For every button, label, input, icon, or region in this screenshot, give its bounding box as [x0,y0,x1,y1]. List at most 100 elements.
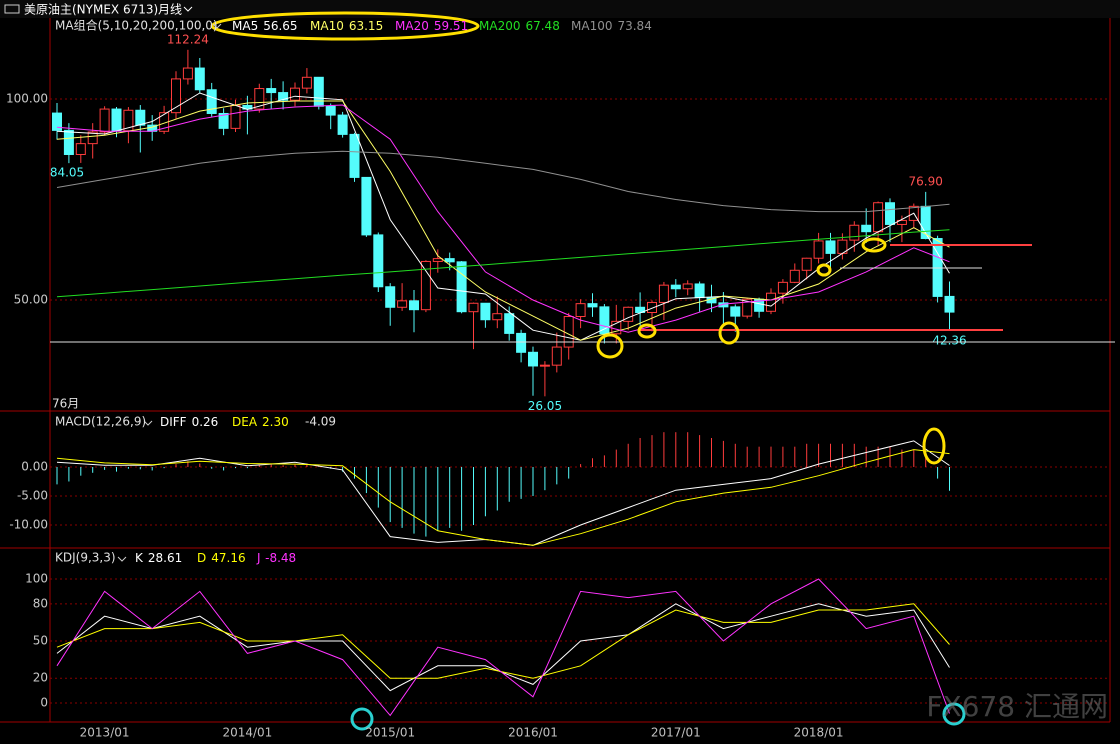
y-tick-label: 100 [25,572,48,586]
candle-body [63,129,74,155]
x-tick-label: 2014/01 [222,726,272,740]
highlight [718,321,740,345]
ma-line [56,229,950,298]
legend-name: DEA [232,415,258,429]
legend-entry: DIFF 0.26 [160,415,218,429]
y-tick-label: 50.00 [14,293,48,307]
highlight [942,702,966,726]
ma-line [56,150,950,213]
candle-body [766,292,776,312]
panel-title: MA组合(5,10,20,200,100,0) [55,18,218,33]
candle-body [325,105,336,116]
dropdown[interactable] [183,6,193,12]
dropdown[interactable] [143,420,153,426]
y-tick-label: 100.00 [6,92,48,106]
legend-entry: MA200 67.48 [479,19,560,33]
high-label: 112.24 [167,32,209,46]
ma-line [56,104,950,333]
y-tick-label: 80 [33,596,48,610]
symbol[interactable]: 美原油主(NYMEX 6713) [24,3,158,17]
candle-body [290,87,300,101]
candle-body [313,76,324,107]
y-tick-label: 0 [40,696,48,710]
candle-body [587,303,598,308]
drawings [50,11,1115,731]
legend-entry: K 28.61 [135,551,182,565]
y-tick-label: 50 [33,634,48,648]
candle-body [373,234,384,288]
legend-entry: MA10 63.15 [310,19,383,33]
candle-body [75,143,86,155]
candle-body [777,281,788,294]
candle-body [813,240,824,259]
legend-value: 63.15 [349,19,383,33]
legend-value: 47.16 [211,551,245,565]
legend-name: K [135,551,144,565]
y-tick-label: 0.00 [21,459,48,473]
candle-body [171,78,181,114]
toolbar-icon[interactable] [4,4,20,14]
candle-body [278,92,289,101]
candle-body [480,302,491,321]
candle-body [361,176,372,236]
candle-body [230,104,241,129]
candle-body [516,332,527,353]
ma-line [56,603,950,692]
legend-name: D [197,551,206,565]
candle-body [266,88,277,94]
candle-body [432,258,443,262]
candle-body [623,306,634,322]
legend-entry: MA100 73.84 [571,19,652,33]
legend-name: MA20 [395,19,429,33]
candle-body [468,302,479,313]
legend-value: 56.65 [263,19,297,33]
y-tick-label: 20 [33,671,48,685]
legend-value: -8.48 [265,551,296,565]
candle-body [718,302,729,308]
legend-entry: MA5 56.65 [232,19,298,33]
period[interactable]: 月线 [158,3,182,17]
legend-entry: D 47.16 [197,551,246,565]
low-label: 42.36 [932,333,966,347]
candle-body [528,351,538,367]
candle-body [444,258,455,263]
candle-body [944,295,955,313]
candle-body [932,238,943,297]
candle-body [397,300,408,308]
highlight [861,237,887,253]
highlight [350,707,374,731]
legend-name: MA5 [232,19,258,33]
y-tick-label: -5.00 [17,488,48,502]
ma-line [56,603,950,679]
dropdown[interactable] [117,556,127,562]
legend-name: MA100 [571,19,612,33]
candle-body [337,114,348,135]
candle-body [658,284,669,303]
x-tick-label: 2015/01 [365,726,415,740]
x-tick-label: 2013/01 [80,726,130,740]
candle-body [456,261,467,313]
candle-body [825,240,836,254]
candle-body [420,260,431,311]
highlight [210,11,480,41]
ma-line [56,92,950,341]
candle-body [670,284,681,290]
ma-line [56,100,950,341]
highlight [637,323,657,339]
candle-body [254,88,265,110]
legend-value: -4.09 [305,415,336,429]
legend-value: 67.48 [525,19,559,33]
candle-body [599,306,610,335]
y-tick-label: -10.00 [9,517,48,531]
candle-body [194,67,205,91]
candle-body [551,346,562,366]
legend-value: 73.84 [617,19,651,33]
candle-body [730,306,741,317]
candle-body [111,108,122,132]
ma-line [56,578,950,717]
candle-body [349,133,360,178]
dropdown[interactable] [212,23,222,29]
legend-entry: DEA 2.30 [232,415,289,429]
panel-title: KDJ(9,3,3) [55,551,116,565]
